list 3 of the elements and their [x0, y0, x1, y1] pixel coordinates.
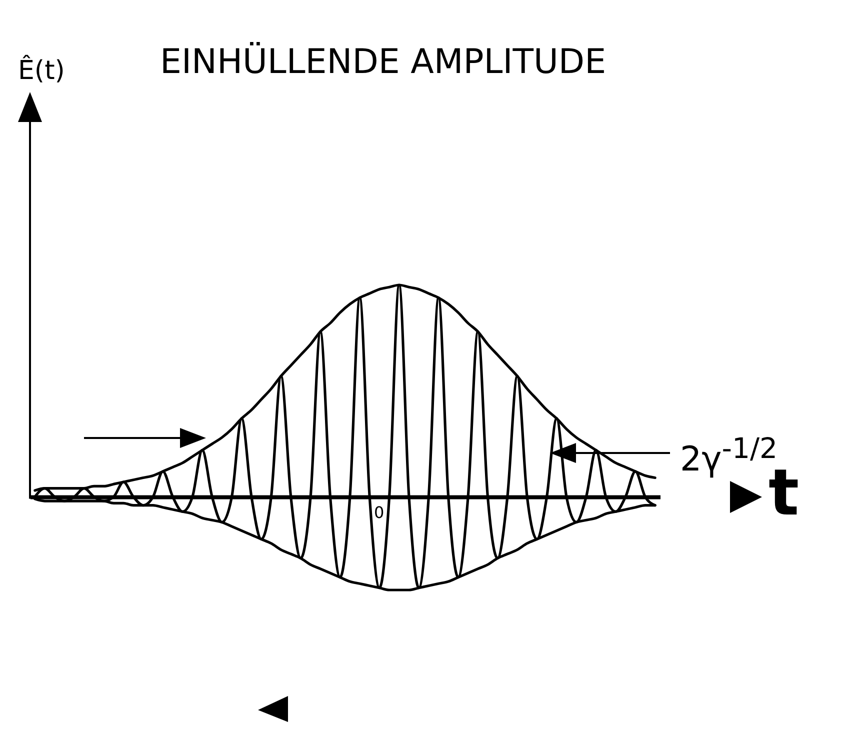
text: Ê(t) — [18, 56, 65, 86]
annotation: 0 — [374, 502, 384, 522]
chart-title: EINHÜLLENDE AMPLITUDE — [160, 42, 606, 82]
